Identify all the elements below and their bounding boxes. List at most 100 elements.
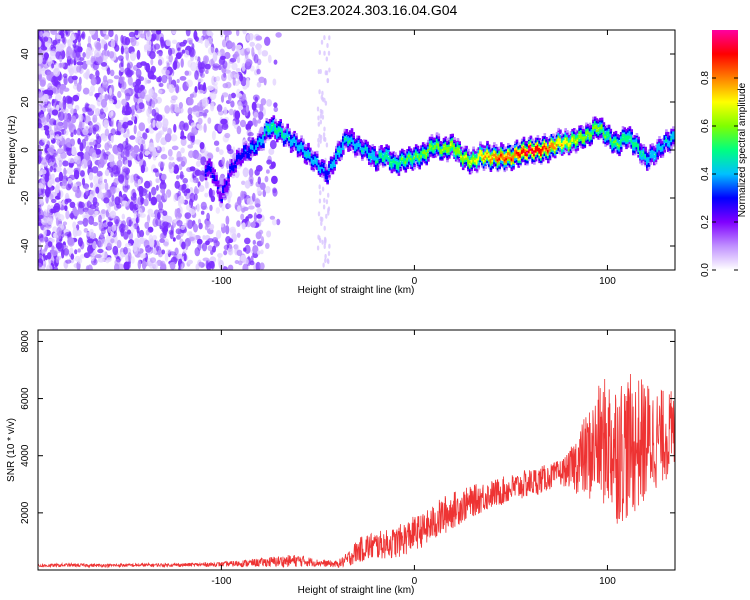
ridge-cell: [507, 150, 510, 154]
ridge-cell: [408, 150, 411, 154]
ridge-cell: [408, 146, 411, 150]
ridge-cell: [467, 168, 470, 172]
noise-speckle: [232, 76, 236, 86]
ridge-cell: [607, 137, 611, 140]
ridge-cell: [258, 145, 262, 149]
ridge-cell: [263, 127, 267, 131]
ridge-cell: [236, 162, 239, 166]
ridge-cell: [354, 154, 357, 158]
ridge-cell: [267, 124, 270, 128]
noise-speckle: [44, 247, 48, 252]
ridge-cell: [543, 155, 547, 159]
ridge-cell: [413, 166, 416, 170]
noise-speckle: [82, 217, 89, 227]
ridge-cell: [520, 147, 524, 151]
ridge-cell: [305, 155, 309, 159]
ridge-cell: [348, 139, 352, 143]
ridge-cell: [272, 124, 276, 127]
ridge-cell: [322, 174, 326, 178]
ridge-cell: [368, 156, 371, 160]
noise-speckle: [150, 213, 155, 218]
ridge-cell: [654, 161, 658, 165]
noise-speckle: [65, 137, 72, 147]
ridge-cell: [237, 156, 241, 159]
ridge-cell: [230, 172, 234, 176]
ridge-cell: [482, 145, 486, 149]
ridge-cell: [267, 134, 270, 138]
ridge-cell: [340, 144, 343, 148]
ridge-cell: [402, 159, 406, 162]
ridge-cell: [437, 133, 441, 137]
ridge-cell: [461, 156, 465, 160]
ridge-cell: [357, 137, 361, 141]
noise-speckle: [156, 30, 162, 35]
ridge-cell: [303, 154, 307, 158]
ridge-cell: [494, 145, 498, 149]
noise-speckle: [194, 169, 202, 176]
ridge-cell: [649, 162, 653, 165]
ridge-cell: [446, 140, 449, 144]
ridge-cell: [272, 120, 276, 123]
ridge-cell: [507, 158, 510, 161]
ridge-cell: [307, 155, 310, 159]
ridge-cell: [270, 125, 274, 129]
noise-speckle: [134, 237, 139, 245]
ridge-cell: [364, 153, 368, 157]
ridge-cell: [493, 156, 496, 160]
ridge-cell: [303, 150, 307, 153]
ridge-cell: [588, 122, 592, 126]
ridge-cell: [454, 154, 458, 158]
ridge-cell: [425, 155, 428, 159]
ridge-cell: [632, 141, 635, 144]
noise-speckle: [186, 79, 193, 88]
ridge-cell: [550, 153, 554, 157]
ridge-cell: [428, 149, 432, 152]
ridge-cell: [557, 127, 560, 131]
ridge-cell: [555, 131, 559, 135]
ridge-cell: [451, 146, 454, 149]
ridge-cell: [406, 159, 409, 163]
ridge-cell: [291, 134, 295, 137]
ridge-cell: [519, 153, 522, 157]
ridge-cell: [557, 147, 560, 151]
noise-speckle: [183, 253, 187, 262]
noise-speckle: [39, 169, 47, 175]
noise-speckle: [230, 92, 236, 99]
ridge-cell: [338, 151, 342, 155]
ridge-cell: [461, 167, 465, 171]
ridge-cell: [427, 146, 430, 149]
ridge-cell: [369, 145, 373, 149]
ridge-cell: [427, 143, 430, 147]
noise-speckle: [255, 35, 263, 41]
ridge-cell: [651, 157, 654, 161]
ridge-cell: [220, 192, 223, 196]
ridge-cell: [448, 149, 451, 153]
ridge-cell: [223, 184, 227, 188]
ridge-cell: [529, 141, 533, 145]
ridge-cell: [658, 144, 661, 148]
noise-speckle: [130, 36, 137, 47]
noise-speckle: [211, 130, 216, 141]
ridge-cell: [467, 151, 470, 154]
ridge-cell: [432, 141, 435, 145]
ridge-cell: [538, 155, 541, 159]
ridge-cell: [397, 161, 401, 165]
ridge-cell: [463, 155, 467, 159]
ridge-cell: [609, 142, 613, 146]
noise-speckle: [51, 198, 57, 204]
ridge-cell: [388, 155, 392, 158]
ridge-cell: [470, 162, 474, 166]
ridge-cell: [658, 138, 661, 142]
ridge-cell: [392, 155, 395, 158]
ridge-cell: [581, 126, 585, 129]
noise-speckle: [220, 94, 225, 103]
ridge-cell: [621, 133, 625, 137]
noise-speckle: [136, 49, 141, 60]
ridge-cell: [635, 150, 639, 154]
ridge-cell: [487, 144, 491, 148]
ridge-cell: [567, 139, 571, 143]
ridge-cell: [439, 143, 442, 147]
ridge-cell: [666, 140, 670, 144]
ridge-cell: [288, 133, 291, 137]
ridge-cell: [274, 118, 277, 122]
